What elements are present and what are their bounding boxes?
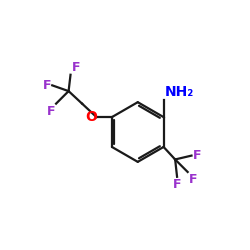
Text: F: F [46, 104, 55, 118]
Text: F: F [188, 173, 197, 186]
Text: F: F [43, 79, 51, 92]
Text: F: F [192, 149, 201, 162]
Text: F: F [72, 61, 80, 74]
Text: O: O [86, 110, 98, 124]
Text: NH₂: NH₂ [164, 85, 194, 99]
Text: F: F [173, 178, 181, 191]
